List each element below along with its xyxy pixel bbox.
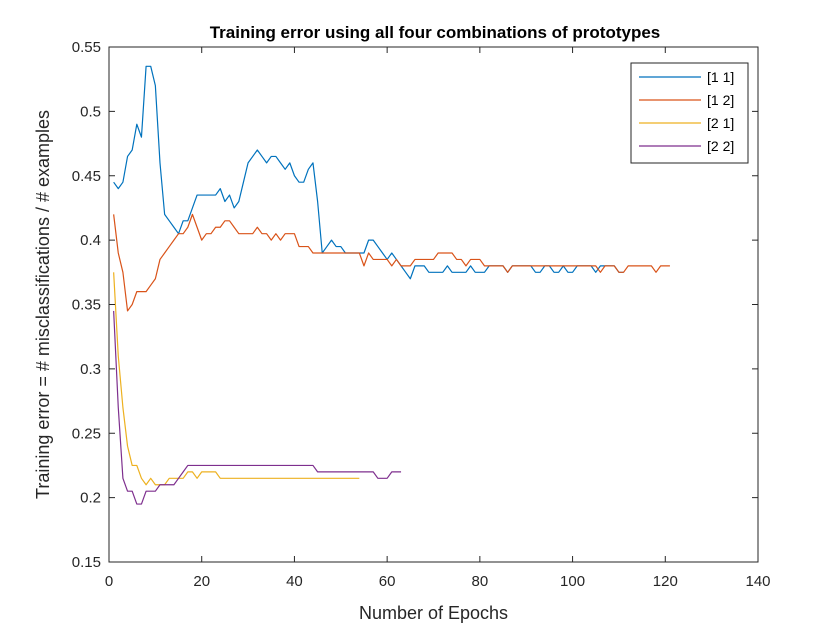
y-tick-label: 0.35: [72, 297, 101, 314]
y-tick-label: 0.3: [80, 361, 101, 378]
x-axis-ticks: 0 20 40 60 80 100 120 140: [105, 47, 771, 590]
x-tick-label: 80: [472, 573, 489, 590]
x-axis-label: Number of Epochs: [359, 603, 508, 623]
series-line-2: [113, 213, 670, 312]
legend: [1 1] [1 2] [2 1] [2 2]: [630, 62, 749, 164]
y-axis-ticks: 0.15 0.2 0.25 0.3 0.35 0.4 0.45 0.5 0.55: [72, 39, 758, 571]
x-tick-label: 0: [105, 573, 113, 590]
x-tick-label: 40: [286, 573, 303, 590]
x-tick-label: 120: [653, 573, 678, 590]
legend-entry-3: [2 1]: [707, 115, 734, 131]
y-tick-label: 0.2: [80, 490, 101, 507]
y-tick-label: 0.4: [80, 232, 101, 249]
y-tick-label: 0.15: [72, 554, 101, 571]
chart-title: Training error using all four combinatio…: [210, 23, 661, 42]
y-tick-label: 0.45: [72, 168, 101, 185]
legend-entry-4: [2 2]: [707, 138, 734, 154]
legend-entry-1: [1 1]: [707, 69, 734, 85]
y-tick-label: 0.55: [72, 39, 101, 56]
y-axis-label: Training error = # misclassifications / …: [33, 110, 53, 499]
series-line-4: [113, 310, 402, 505]
x-tick-label: 100: [560, 573, 585, 590]
series-line-1: [113, 65, 624, 280]
x-tick-label: 20: [193, 573, 210, 590]
x-tick-label: 60: [379, 573, 396, 590]
series-layer: [113, 65, 670, 505]
y-tick-label: 0.25: [72, 425, 101, 442]
y-tick-label: 0.5: [80, 103, 101, 120]
series-line-3: [113, 272, 360, 486]
x-tick-label: 140: [745, 573, 770, 590]
legend-entry-2: [1 2]: [707, 92, 734, 108]
